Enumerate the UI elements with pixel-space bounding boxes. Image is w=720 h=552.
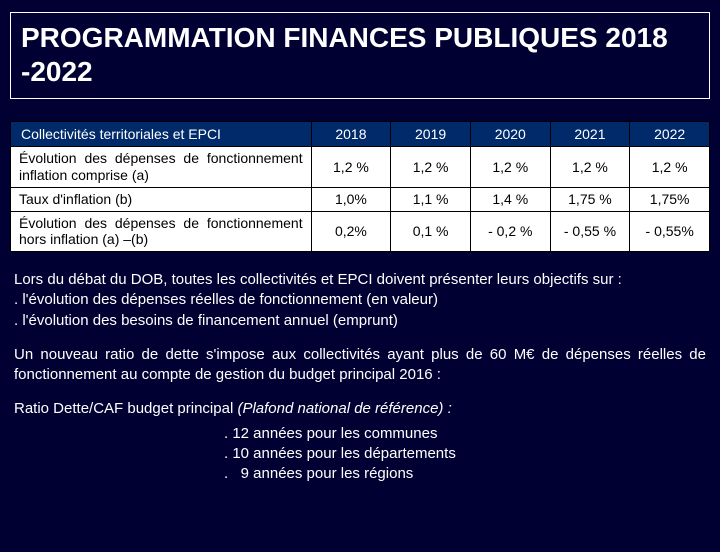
table-header-year: 2020 <box>470 122 550 147</box>
table-header-year: 2019 <box>391 122 471 147</box>
ratio-intro-text: Un nouveau ratio de dette s'impose aux c… <box>14 346 706 383</box>
table-row: Évolution des dépenses de fonctionnement… <box>11 211 710 252</box>
table-row: Évolution des dépenses de fonctionnement… <box>11 147 710 188</box>
ratio-list: . 12 années pour les communes . 10 année… <box>224 424 706 485</box>
cell: 1,2 % <box>391 147 471 188</box>
intro-bullet: . l'évolution des dépenses réelles de fo… <box>14 291 438 308</box>
ratio-intro-paragraph: Un nouveau ratio de dette s'impose aux c… <box>14 345 706 386</box>
intro-line: Lors du débat du DOB, toutes les collect… <box>14 271 622 288</box>
cell: 0,2% <box>311 211 391 252</box>
cell: 0,1 % <box>391 211 471 252</box>
ratio-item: . 12 années pour les communes <box>224 424 706 444</box>
table-header-year: 2021 <box>550 122 630 147</box>
body-text: Lors du débat du DOB, toutes les collect… <box>14 270 706 484</box>
ratio-item: . 9 années pour les régions <box>224 464 706 484</box>
intro-paragraph: Lors du débat du DOB, toutes les collect… <box>14 270 706 331</box>
cell: 1,75 % <box>550 187 630 211</box>
cell: 1,2 % <box>470 147 550 188</box>
table-header-year: 2018 <box>311 122 391 147</box>
row-label: Taux d'inflation (b) <box>11 187 312 211</box>
ratio-label: Ratio Dette/CAF budget principal <box>14 400 237 417</box>
cell: 1,1 % <box>391 187 471 211</box>
title-box: PROGRAMMATION FINANCES PUBLIQUES 2018 -2… <box>10 12 710 99</box>
table-header-label: Collectivités territoriales et EPCI <box>11 122 312 147</box>
ratio-label-line: Ratio Dette/CAF budget principal (Plafon… <box>14 399 706 419</box>
ratio-ital: (Plafond national de référence) : <box>237 400 451 417</box>
cell: 1,0% <box>311 187 391 211</box>
page-title: PROGRAMMATION FINANCES PUBLIQUES 2018 -2… <box>21 21 699 88</box>
cell: 1,75% <box>630 187 710 211</box>
cell: - 0,55 % <box>550 211 630 252</box>
cell: 1,4 % <box>470 187 550 211</box>
cell: 1,2 % <box>311 147 391 188</box>
row-label: Évolution des dépenses de fonctionnement… <box>11 147 312 188</box>
table-row: Taux d'inflation (b) 1,0% 1,1 % 1,4 % 1,… <box>11 187 710 211</box>
cell: - 0,2 % <box>470 211 550 252</box>
cell: 1,2 % <box>550 147 630 188</box>
finance-table: Collectivités territoriales et EPCI 2018… <box>10 121 710 252</box>
table-header-year: 2022 <box>630 122 710 147</box>
cell: 1,2 % <box>630 147 710 188</box>
table-header-row: Collectivités territoriales et EPCI 2018… <box>11 122 710 147</box>
intro-bullet: . l'évolution des besoins de financement… <box>14 312 398 329</box>
ratio-item: . 10 années pour les départements <box>224 444 706 464</box>
finance-table-container: Collectivités territoriales et EPCI 2018… <box>10 121 710 252</box>
row-label: Évolution des dépenses de fonctionnement… <box>11 211 312 252</box>
cell: - 0,55% <box>630 211 710 252</box>
